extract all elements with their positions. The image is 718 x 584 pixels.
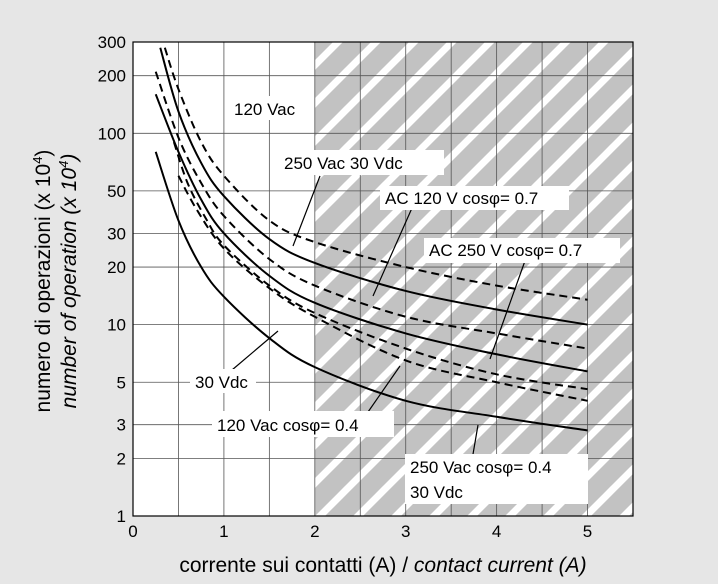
leader-30vdc <box>231 330 279 371</box>
x-tick-label: 2 <box>310 522 319 541</box>
y-tick-label: 200 <box>98 67 126 86</box>
y-tick-label: 30 <box>107 224 126 243</box>
label-bg-30vdc <box>190 369 256 393</box>
y-tick-label: 300 <box>98 33 126 52</box>
leader-120vac04 <box>367 365 401 413</box>
series-line-4 <box>154 93 588 373</box>
leader-ac120v07 <box>372 207 413 297</box>
y-axis-title-it: numero di operazioni (x 104) <box>30 150 55 413</box>
y-axis-title-en: number of operation (x 104) <box>56 154 81 409</box>
label-120vac: 120 Vac <box>234 100 296 119</box>
label-30vdc: 30 Vdc <box>195 373 248 392</box>
label-ac120v07: AC 120 V cosφ= 0.7 <box>385 189 538 208</box>
series-line-1 <box>163 47 588 301</box>
series-group <box>154 47 588 432</box>
label-ac250v07: AC 250 V cosφ= 0.7 <box>429 241 582 260</box>
series-line-5 <box>172 141 588 391</box>
y-tick-labels: 1 2 3 5 10 20 30 50 100 200 300 <box>98 33 126 526</box>
y-tick-label: 10 <box>107 316 126 335</box>
label-bg-250vac30vdc <box>279 150 444 175</box>
label-bg-120vac <box>229 96 303 120</box>
x-tick-label: 0 <box>128 522 137 541</box>
y-tick-label: 50 <box>107 182 126 201</box>
x-tick-label: 4 <box>492 522 501 541</box>
leader-ac250v07 <box>489 257 527 360</box>
annotations: 120 Vac 250 Vac 30 Vdc AC 120 V cosφ= 0.… <box>190 96 620 504</box>
series-line-7 <box>154 151 588 432</box>
label-120vac04: 120 Vac cosφ= 0.4 <box>217 416 359 435</box>
y-tick-label: 1 <box>117 507 126 526</box>
label-bg-250vac04 <box>405 454 588 504</box>
y-tick-label: 100 <box>98 124 126 143</box>
y-axis-title: numero di operazioni (x 104) number of o… <box>30 150 81 413</box>
x-tick-labels: 0 1 2 3 4 5 <box>128 522 592 541</box>
y-tick-label: 2 <box>117 449 126 468</box>
label-250vac04-30vdc: 30 Vdc <box>410 483 463 502</box>
label-250vac04: 250 Vac cosφ= 0.4 <box>410 458 552 477</box>
x-tick-label: 3 <box>401 522 410 541</box>
y-tick-label: 20 <box>107 258 126 277</box>
series-line-2 <box>159 47 588 326</box>
y-tick-label: 3 <box>117 416 126 435</box>
label-bg-ac120v07 <box>380 186 569 210</box>
y-tick-label: 5 <box>117 373 126 392</box>
x-axis-title: corrente sui contatti (A) / contact curr… <box>179 554 586 577</box>
leader-250vac30vdc <box>292 175 321 247</box>
label-bg-120vac04 <box>212 411 394 437</box>
series-line-6 <box>177 175 588 402</box>
plot-frame <box>132 41 634 517</box>
label-250vac30vdc: 250 Vac 30 Vdc <box>284 154 403 173</box>
label-bg-ac250v07 <box>424 238 620 263</box>
leader-lines <box>231 175 527 461</box>
x-tick-label: 5 <box>583 522 592 541</box>
x-tick-label: 1 <box>219 522 228 541</box>
